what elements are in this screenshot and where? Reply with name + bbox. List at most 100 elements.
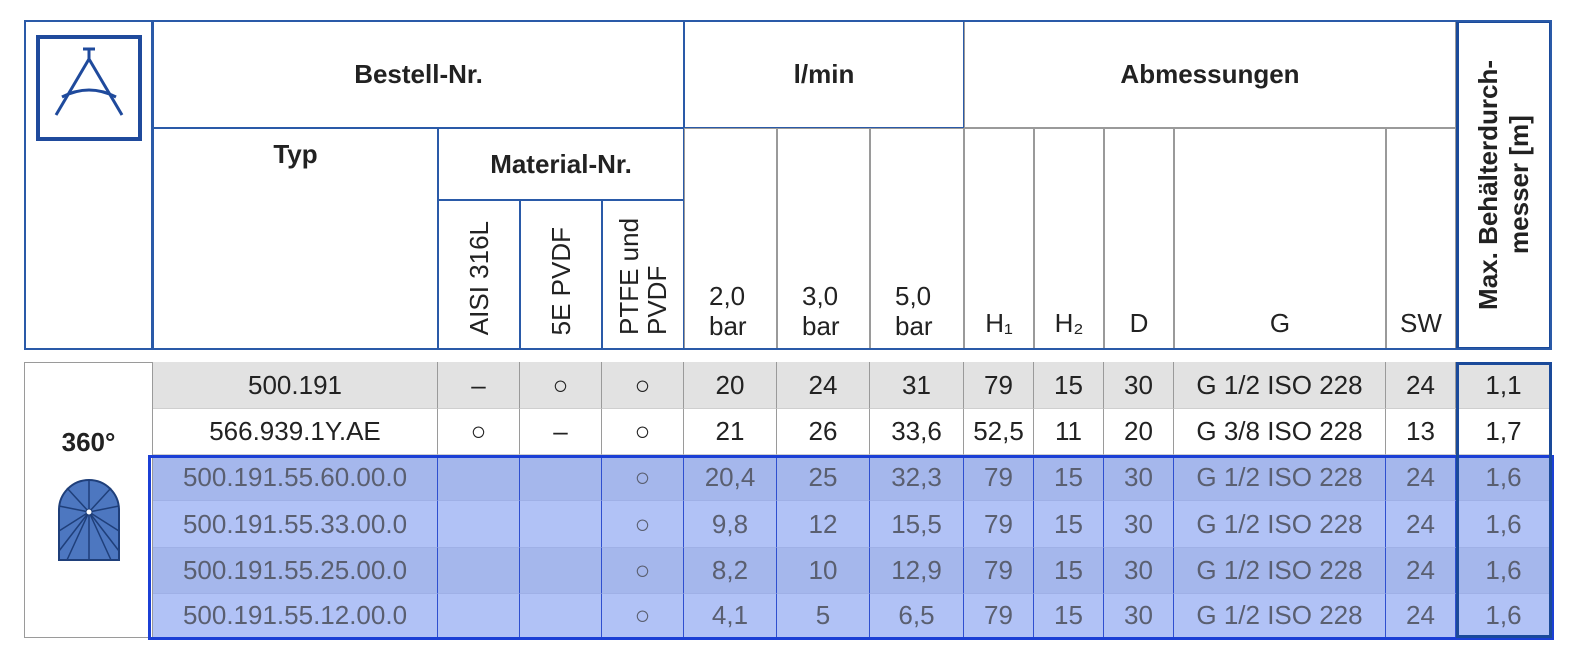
table-cell: 10	[777, 548, 870, 594]
table-cell: 15	[1034, 455, 1104, 501]
table-cell: 12	[777, 501, 870, 548]
material-name: 5E PVDF	[546, 226, 576, 335]
table-cell: –	[438, 362, 520, 409]
table-cell: 24	[1386, 594, 1456, 638]
header-line: Max. Behälterdurch-	[1473, 60, 1503, 310]
table-cell: 21	[684, 409, 777, 455]
header-max-text: Max. Behälterdurch-messer [m]	[1473, 60, 1535, 310]
table-cell: 79	[964, 548, 1034, 594]
table-cell: 79	[964, 501, 1034, 548]
table-cell: 5	[777, 594, 870, 638]
compass-icon	[36, 35, 142, 141]
table-cell: 24	[1386, 501, 1456, 548]
table-cell: ○	[602, 362, 684, 409]
header-group: l/min	[684, 20, 964, 128]
flow-unit: bar	[895, 311, 933, 341]
table-cell: 33,6	[870, 409, 964, 455]
table-cell: ○	[438, 409, 520, 455]
table-cell: G 1/2 ISO 228	[1174, 501, 1386, 548]
table-cell: 15	[1034, 501, 1104, 548]
table-cell: 31	[870, 362, 964, 409]
table-cell: G 1/2 ISO 228	[1174, 594, 1386, 638]
table-cell: 4,1	[684, 594, 777, 638]
table-cell: ○	[602, 594, 684, 638]
table-cell: 20	[684, 362, 777, 409]
table-cell: 20	[1104, 409, 1174, 455]
table-cell: 500.191.55.25.00.0	[153, 548, 438, 594]
table-cell: 30	[1104, 455, 1174, 501]
table-cell: 1,6	[1456, 548, 1552, 594]
flow-unit: bar	[802, 311, 840, 341]
header-group: Bestell-Nr.	[153, 20, 684, 128]
side-label: 360°	[61, 427, 116, 457]
side-cell: 360°	[24, 362, 153, 638]
table-cell: G 1/2 ISO 228	[1174, 548, 1386, 594]
table-cell: 79	[964, 594, 1034, 638]
table-cell	[520, 455, 602, 501]
table-cell	[438, 501, 520, 548]
header-dimension: H₁	[964, 128, 1034, 350]
header-material: Material-Nr.	[438, 128, 684, 200]
header-material-type: AISI 316L	[438, 200, 520, 350]
header-material-type: 5E PVDF	[520, 200, 602, 350]
table-cell: 1,6	[1456, 501, 1552, 548]
table-cell: 26	[777, 409, 870, 455]
table-cell: G 3/8 ISO 228	[1174, 409, 1386, 455]
table-cell: 500.191.55.12.00.0	[153, 594, 438, 638]
table-cell	[438, 594, 520, 638]
header-flow: 2,0 bar	[684, 128, 777, 350]
table-cell: 30	[1104, 362, 1174, 409]
header-dimension: D	[1104, 128, 1174, 350]
table-cell	[438, 548, 520, 594]
header-dimension: G	[1174, 128, 1386, 350]
material-name: PTFE und PVDF	[614, 217, 672, 335]
header-material-type: PTFE und PVDF	[602, 200, 684, 350]
table-cell: 15	[1034, 548, 1104, 594]
table-cell: 500.191.55.33.00.0	[153, 501, 438, 548]
flow-pressure: 5,0	[895, 281, 932, 311]
table-cell: 8,2	[684, 548, 777, 594]
table-cell: 15,5	[870, 501, 964, 548]
table-cell: G 1/2 ISO 228	[1174, 362, 1386, 409]
table-cell: 20,4	[684, 455, 777, 501]
flow-pressure: 3,0	[802, 281, 839, 311]
table-cell: 52,5	[964, 409, 1034, 455]
header-group: Abmessungen	[964, 20, 1456, 128]
table-cell: 11	[1034, 409, 1104, 455]
table-cell: 6,5	[870, 594, 964, 638]
table-cell: 12,9	[870, 548, 964, 594]
table-cell: ○	[602, 455, 684, 501]
flow-pressure: 2,0	[709, 281, 746, 311]
table-cell: 30	[1104, 594, 1174, 638]
table-cell: 13	[1386, 409, 1456, 455]
table-cell: 79	[964, 362, 1034, 409]
table-cell: ○	[520, 362, 602, 409]
table-cell: 9,8	[684, 501, 777, 548]
material-name: AISI 316L	[464, 220, 494, 335]
table-cell	[520, 594, 602, 638]
table-cell: 24	[777, 362, 870, 409]
table-cell: 1,6	[1456, 455, 1552, 501]
table-cell: ○	[602, 501, 684, 548]
table-cell: 30	[1104, 548, 1174, 594]
nozzle-icon	[58, 479, 120, 561]
table-cell: 24	[1386, 455, 1456, 501]
table-cell: 24	[1386, 548, 1456, 594]
table-cell: 1,1	[1456, 362, 1552, 409]
table-cell: –	[520, 409, 602, 455]
table-cell	[438, 455, 520, 501]
header-dimension: H₂	[1034, 128, 1104, 350]
table-cell: G 1/2 ISO 228	[1174, 455, 1386, 501]
header-line: messer [m]	[1504, 115, 1534, 255]
table-cell: 566.939.1Y.AE	[153, 409, 438, 455]
table-cell: ○	[602, 548, 684, 594]
header-flow: 3,0 bar	[777, 128, 870, 350]
table-cell	[520, 548, 602, 594]
header-typ: Typ	[153, 128, 438, 350]
table-cell: 1,6	[1456, 594, 1552, 638]
table-cell: 1,7	[1456, 409, 1552, 455]
table-cell: 15	[1034, 594, 1104, 638]
table-cell: 30	[1104, 501, 1174, 548]
header-max: Max. Behälterdurch-messer [m]	[1456, 20, 1552, 350]
